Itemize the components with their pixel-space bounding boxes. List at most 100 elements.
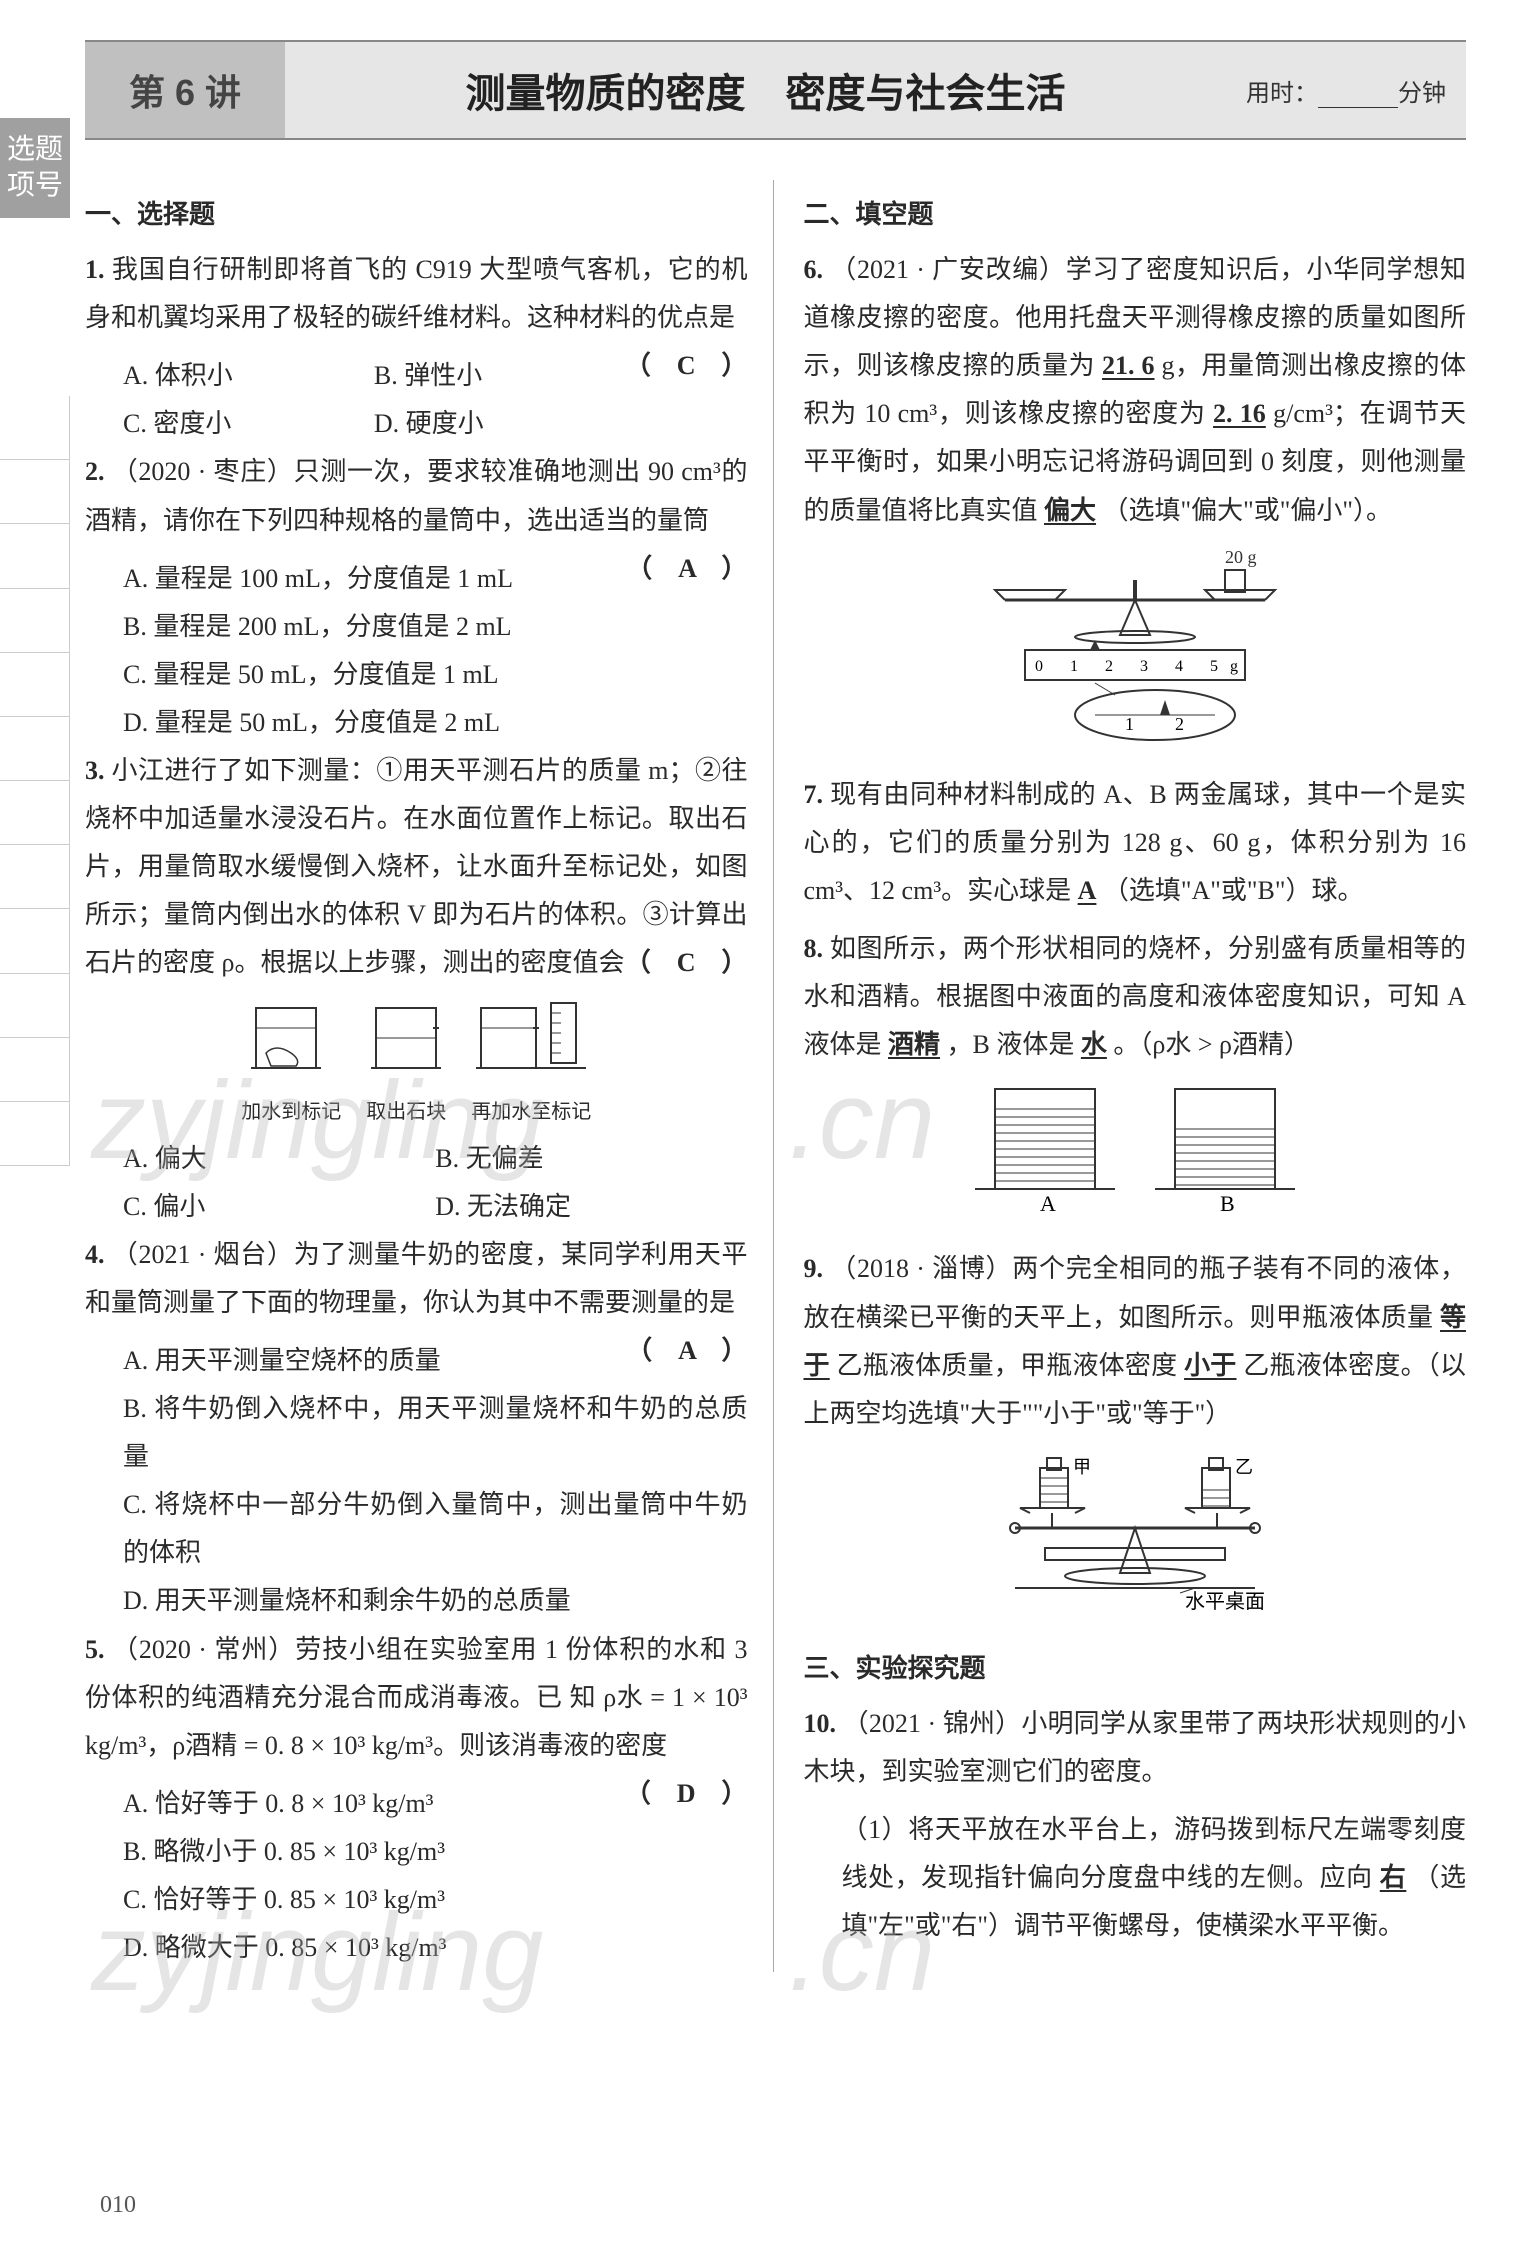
beaker-icon xyxy=(361,998,451,1078)
blank-answer: 21. 6 xyxy=(1102,351,1155,380)
q2-options: A. 量程是 100 mL，分度值是 1 mL B. 量程是 200 mL，分度… xyxy=(85,555,626,747)
svg-text:0: 0 xyxy=(1035,658,1043,675)
question-3: 3. 小江进行了如下测量：①用天平测石片的质量 m；②往烧杯中加适量水浸没石片。… xyxy=(85,747,748,987)
q-num: 9. xyxy=(804,1254,824,1283)
option-a: A. 量程是 100 mL，分度值是 1 mL xyxy=(123,555,626,603)
q1-options: A. 体积小 B. 弹性小 C. 密度小 D. 硬度小 xyxy=(85,352,625,448)
q-num: 3. xyxy=(85,756,105,785)
beaker-cylinder-icon xyxy=(471,998,591,1078)
option-d: D. 量程是 50 mL，分度值是 2 mL xyxy=(123,699,626,747)
option-c: C. 偏小 xyxy=(123,1183,435,1231)
q-num: 6. xyxy=(804,255,824,284)
fig-caption: 取出石块 xyxy=(361,1094,451,1131)
question-4: 4. （2021 · 烟台）为了测量牛奶的密度，某同学利用天平和量筒测量了下面的… xyxy=(85,1231,748,1327)
option-c: C. 恰好等于 0. 85 × 10³ kg/m³ xyxy=(85,1876,748,1924)
q-num: 5. xyxy=(85,1635,105,1664)
option-c: C. 将烧杯中一部分牛奶倒入量筒中，测出量筒中牛奶的体积 xyxy=(85,1481,748,1577)
lesson-number-tab: 第 6 讲 xyxy=(85,42,285,138)
q-answer: （ A ） xyxy=(626,1327,747,1375)
option-c: C. 量程是 50 mL，分度值是 1 mL xyxy=(123,651,626,699)
left-column: 一、选择题 1. 我国自行研制即将首飞的 C919 大型喷气客机，它的机身和机翼… xyxy=(85,180,774,1972)
lesson-header: 第 6 讲 测量物质的密度 密度与社会生活 用时：分钟 xyxy=(85,40,1466,140)
section-title: 二、填空题 xyxy=(804,190,1467,238)
q-text: ，B 液体是 xyxy=(947,1030,1081,1059)
q-num: 1. xyxy=(85,255,105,284)
q-stem: （2020 · 枣庄）只测一次，要求较准确地测出 90 cm³的酒精，请你在下列… xyxy=(85,457,748,534)
option-b: B. 无偏差 xyxy=(435,1135,747,1183)
svg-text:4: 4 xyxy=(1175,658,1183,675)
fig-caption: 再加水至标记 xyxy=(471,1094,591,1131)
option-b: B. 弹性小 xyxy=(374,352,625,400)
q-num: 4. xyxy=(85,1240,105,1269)
question-9: 9. （2018 · 淄博）两个完全相同的瓶子装有不同的液体，放在横梁已平衡的天… xyxy=(804,1245,1467,1437)
blank-answer: 偏大 xyxy=(1044,496,1096,525)
answer-grid xyxy=(0,396,70,1166)
page: 选题 项号 第 6 讲 测量物质的密度 密度与社会生活 用时：分钟 一、选择题 … xyxy=(0,40,1516,2249)
svg-text:水平桌面: 水平桌面 xyxy=(1185,1590,1265,1613)
question-7: 7. 现有由同种材料制成的 A、B 两金属球，其中一个是实心的，它们的质量分别为… xyxy=(804,771,1467,915)
option-a: A. 偏大 xyxy=(123,1135,435,1183)
q-num: 10. xyxy=(804,1709,837,1738)
q-answer: （ C ） xyxy=(625,939,748,987)
beaker-icon xyxy=(241,998,331,1078)
q-stem: 我国自行研制即将首飞的 C919 大型喷气客机，它的机身和机翼均采用了极轻的碳纤… xyxy=(85,255,748,332)
q-text: （选填"偏大"或"偏小"）。 xyxy=(1103,496,1392,525)
lesson-title: 测量物质的密度 密度与社会生活 xyxy=(285,61,1246,119)
q-stem: （2021 · 烟台）为了测量牛奶的密度，某同学利用天平和量筒测量了下面的物理量… xyxy=(85,1240,748,1317)
q-text: （1）将天平放在水平台上，游码拨到标尺左端零刻度线处，发现指针偏向分度盘中线的左… xyxy=(842,1815,1467,1892)
q-num: 2. xyxy=(85,457,105,486)
q-text: （选填"A"或"B"）球。 xyxy=(1103,876,1364,905)
option-d: D. 略微大于 0. 85 × 10³ kg/m³ xyxy=(85,1924,748,1972)
svg-text:2: 2 xyxy=(1105,658,1113,675)
q-answer: （ D ） xyxy=(625,1770,748,1818)
q-num: 7. xyxy=(804,780,824,809)
svg-text:A: A xyxy=(1040,1191,1056,1216)
blank-answer: 水 xyxy=(1081,1030,1107,1059)
q10-sub1: （1）将天平放在水平台上，游码拨到标尺左端零刻度线处，发现指针偏向分度盘中线的左… xyxy=(804,1806,1467,1950)
q-stem: （2021 · 锦州）小明同学从家里带了两块形状规则的小木块，到实验室测它们的密… xyxy=(804,1709,1467,1786)
question-5: 5. （2020 · 常州）劳技小组在实验室用 1 份体积的水和 3 份体积的纯… xyxy=(85,1626,748,1770)
q9-figure: 甲 乙 xyxy=(804,1448,1467,1634)
question-2: 2. （2020 · 枣庄）只测一次，要求较准确地测出 90 cm³的酒精，请你… xyxy=(85,448,748,544)
blank-answer: 小于 xyxy=(1184,1351,1236,1380)
blank-answer: 右 xyxy=(1380,1863,1407,1892)
option-b: B. 略微小于 0. 85 × 10³ kg/m³ xyxy=(85,1828,748,1876)
svg-text:3: 3 xyxy=(1140,658,1148,675)
svg-text:B: B xyxy=(1220,1191,1235,1216)
svg-text:5: 5 xyxy=(1210,658,1218,675)
question-8: 8. 如图所示，两个形状相同的烧杯，分别盛有质量相等的水和酒精。根据图中液面的高… xyxy=(804,925,1467,1069)
q-answer: （ C ） xyxy=(625,342,748,390)
q-num: 8. xyxy=(804,934,824,963)
svg-text:1: 1 xyxy=(1070,658,1078,675)
option-b: B. 将牛奶倒入烧杯中，用天平测量烧杯和牛奶的总质量 xyxy=(85,1385,748,1481)
blank-answer: 酒精 xyxy=(888,1030,940,1059)
question-10: 10. （2021 · 锦州）小明同学从家里带了两块形状规则的小木块，到实验室测… xyxy=(804,1700,1467,1796)
q3-figure: 加水到标记 取出石块 xyxy=(85,998,748,1131)
balance-scale-icon: 20 g 0 1 2 3 4 5 xyxy=(965,545,1305,745)
section-title: 一、选择题 xyxy=(85,190,748,238)
q8-figure: A B xyxy=(804,1079,1467,1235)
side-label-box: 选题 项号 xyxy=(0,118,70,218)
svg-text:g: g xyxy=(1230,658,1238,675)
q-answer: （ A ） xyxy=(626,545,747,593)
fig-caption: 加水到标记 xyxy=(241,1094,341,1131)
svg-text:20 g: 20 g xyxy=(1225,547,1257,567)
option-d: D. 无法确定 xyxy=(435,1183,747,1231)
option-d: D. 硬度小 xyxy=(374,400,625,448)
svg-text:1: 1 xyxy=(1125,714,1134,734)
q-text: 乙瓶液体质量，甲瓶液体密度 xyxy=(836,1351,1184,1380)
two-column-layout: 一、选择题 1. 我国自行研制即将首飞的 C919 大型喷气客机，它的机身和机翼… xyxy=(85,180,1466,1972)
q-text: 。（ρ水 > ρ酒精） xyxy=(1113,1030,1310,1059)
blank-answer: A xyxy=(1078,876,1097,905)
question-6: 6. （2021 · 广安改编）学习了密度知识后，小华同学想知道橡皮擦的密度。他… xyxy=(804,246,1467,535)
blank-answer: 2. 16 xyxy=(1213,399,1266,428)
option-a: A. 体积小 xyxy=(123,352,374,400)
option-d: D. 用天平测量烧杯和剩余牛奶的总质量 xyxy=(85,1577,748,1625)
q-stem: （2020 · 常州）劳技小组在实验室用 1 份体积的水和 3 份体积的纯酒精充… xyxy=(85,1635,748,1760)
page-number: 010 xyxy=(100,2192,136,2219)
section-title: 三、实验探究题 xyxy=(804,1644,1467,1692)
timer-label: 用时：分钟 xyxy=(1246,73,1446,108)
content-area: 第 6 讲 测量物质的密度 密度与社会生活 用时：分钟 一、选择题 1. 我国自… xyxy=(85,40,1516,2249)
svg-text:乙: 乙 xyxy=(1235,1457,1253,1477)
side-column: 选题 项号 xyxy=(0,40,85,2249)
